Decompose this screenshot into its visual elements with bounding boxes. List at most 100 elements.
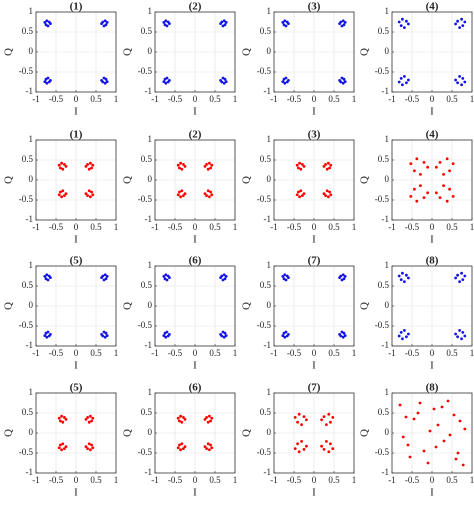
point [295, 193, 299, 197]
point [456, 335, 459, 339]
point [105, 334, 109, 337]
point [436, 423, 440, 427]
point [397, 274, 401, 278]
point [281, 334, 285, 337]
point [91, 163, 95, 167]
point [180, 442, 184, 446]
point [463, 80, 467, 84]
y-tick-label: 0 [148, 174, 153, 184]
point [209, 443, 213, 447]
point [219, 333, 223, 336]
point [399, 278, 403, 281]
y-tick-label: -1 [264, 467, 272, 477]
point [448, 169, 451, 173]
y-tick-label: -0.5 [138, 66, 153, 76]
point [100, 79, 103, 82]
point [327, 195, 330, 199]
x-axis-label: I [74, 487, 78, 499]
x-tick-label: -0.5 [405, 348, 420, 358]
point [206, 167, 210, 171]
point [43, 21, 47, 24]
point [210, 193, 214, 197]
point [461, 77, 465, 80]
point [461, 463, 465, 467]
point [281, 21, 285, 24]
point [224, 21, 228, 24]
point [63, 416, 66, 419]
y-tick-label: -1 [26, 340, 34, 350]
point [163, 23, 167, 27]
x-tick-label: 0 [74, 348, 79, 358]
point [300, 440, 303, 443]
point [327, 161, 330, 165]
x-tick-label: 1 [233, 348, 238, 358]
x-axis-label: I [193, 360, 197, 372]
point [162, 21, 166, 24]
point [163, 331, 167, 335]
point [222, 81, 226, 85]
point [59, 419, 62, 423]
x-tick-label: 0.5 [90, 475, 102, 485]
x-tick-label: 0 [430, 94, 435, 104]
y-axis-label: Q [3, 176, 15, 184]
x-tick-label: 0.5 [328, 348, 340, 358]
point [299, 189, 303, 193]
point [422, 161, 426, 164]
point [407, 332, 410, 336]
point [438, 161, 442, 164]
y-axis-label: Q [122, 176, 134, 184]
point [442, 439, 446, 443]
point [57, 416, 61, 420]
y-tick-label: 0.5 [22, 154, 34, 164]
point [296, 442, 299, 446]
point [297, 450, 301, 454]
point [91, 193, 95, 197]
chart-title: (2) [189, 129, 202, 141]
point [44, 23, 48, 27]
point [44, 77, 48, 81]
point [61, 189, 65, 193]
point [86, 163, 89, 166]
point [283, 273, 287, 277]
point [305, 418, 308, 422]
point [59, 190, 62, 194]
y-tick-label: 1 [267, 260, 272, 270]
point [90, 443, 93, 447]
point [59, 166, 62, 170]
point [435, 165, 438, 169]
x-tick-label: 0 [74, 222, 79, 232]
point [460, 17, 463, 21]
point [178, 443, 181, 447]
point [100, 22, 103, 25]
point [341, 273, 345, 277]
x-tick-label: -0.5 [49, 222, 64, 232]
point [460, 271, 463, 275]
axes-frame [391, 392, 473, 474]
x-axis-label: I [430, 106, 434, 118]
x-tick-label: 0.5 [209, 94, 221, 104]
point [297, 190, 300, 194]
x-tick-label: 0 [430, 348, 435, 358]
axes-frame [391, 265, 473, 347]
point [163, 277, 167, 281]
point [442, 173, 445, 176]
point [179, 195, 183, 199]
point [178, 166, 181, 170]
point [178, 419, 181, 423]
x-tick-label: -1 [151, 222, 159, 232]
point [454, 276, 457, 280]
y-tick-label: -0.5 [19, 320, 34, 330]
point [180, 167, 184, 171]
x-tick-label: 1 [114, 348, 119, 358]
point [456, 81, 459, 85]
point [412, 417, 416, 421]
point [208, 448, 211, 452]
point [210, 163, 214, 167]
x-tick-label: 0.5 [446, 348, 458, 358]
point [210, 446, 214, 450]
y-tick-label: -1 [145, 467, 153, 477]
y-axis-label: Q [359, 429, 371, 437]
point [440, 405, 444, 409]
point [223, 331, 227, 335]
point [61, 420, 65, 424]
